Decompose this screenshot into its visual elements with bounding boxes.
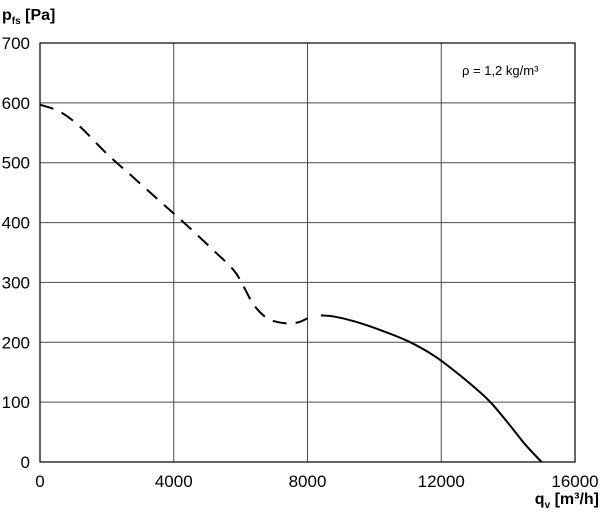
series-group <box>39 103 543 463</box>
y-axis-title-main: p <box>2 7 12 24</box>
y-axis-title: pfs [Pa] <box>2 7 55 27</box>
series-line-dashed <box>39 103 308 325</box>
plot-frame <box>39 42 576 463</box>
y-tick-label: 600 <box>2 94 30 113</box>
x-axis-title-sub: v <box>545 500 551 511</box>
x-tick-label: 12000 <box>418 472 465 491</box>
x-axis-title-main: q <box>535 491 545 508</box>
x-tick-label: 8000 <box>289 472 327 491</box>
x-tick-label: 16000 <box>551 472 598 491</box>
y-tick-label: 300 <box>2 273 30 292</box>
y-tick-label: 100 <box>2 393 30 412</box>
x-tick-label: 4000 <box>155 472 193 491</box>
y-tick-label: 0 <box>21 453 30 472</box>
grid <box>39 42 576 463</box>
density-annotation: ρ = 1,2 kg/m³ <box>462 63 539 78</box>
x-axis-title: qv [m³/h] <box>535 491 599 511</box>
y-tick-label: 700 <box>2 34 30 53</box>
y-axis-title-sub: fs <box>12 16 21 27</box>
series-line-solid <box>320 314 543 463</box>
x-axis-title-unit: [m³/h] <box>550 491 599 508</box>
y-tick-label: 400 <box>2 214 30 233</box>
x-tick-label: 0 <box>35 472 44 491</box>
y-axis-title-unit: [Pa] <box>21 7 56 24</box>
y-tick-label: 200 <box>2 333 30 352</box>
y-tick-label: 500 <box>2 154 30 173</box>
tick-labels: 0 4000 8000 12000 16000 0 100 200 300 400 500 600 70… <box>2 34 599 491</box>
